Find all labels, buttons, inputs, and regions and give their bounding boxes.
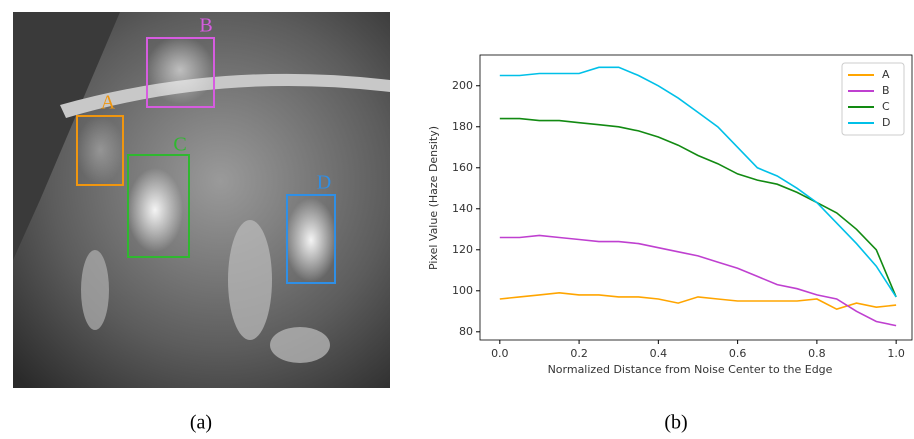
caption: (a) (190, 412, 212, 434)
box-layer: A B C D (76, 15, 336, 284)
bounding-box (76, 115, 124, 186)
y-axis-label: Pixel Value (Haze Density) (427, 126, 440, 270)
legend-label: B (882, 84, 890, 97)
x-tick-label: 0.8 (808, 347, 826, 360)
series-line (499, 117, 897, 298)
y-tick-label: 120 (452, 243, 473, 256)
bounding-box (286, 194, 336, 284)
series-line (499, 291, 897, 311)
legend-label: A (882, 68, 890, 81)
box-label: C (173, 134, 186, 156)
x-tick-label: 0.6 (729, 347, 747, 360)
legend-label: C (882, 100, 890, 113)
y-tick-label: 200 (452, 79, 473, 92)
box-label: D (317, 172, 331, 194)
x-tick-label: 1.0 (887, 347, 905, 360)
box-label: B (199, 15, 212, 37)
legend-label: D (882, 116, 890, 129)
series-line (499, 66, 897, 298)
y-tick-label: 140 (452, 202, 473, 215)
bounding-box (146, 37, 215, 108)
photo (13, 12, 390, 388)
x-tick-label: 0.4 (650, 347, 668, 360)
legend-box (841, 62, 905, 136)
series-line (499, 234, 897, 327)
y-tick-label: 180 (452, 120, 473, 133)
plot-frame (479, 54, 913, 341)
box-label: A (101, 92, 116, 114)
y-tick-label: 100 (452, 284, 473, 297)
x-tick-label: 0.2 (570, 347, 588, 360)
y-tick-label: 80 (459, 325, 473, 338)
y-tick-label: 160 (452, 161, 473, 174)
x-tick-label: 0.0 (491, 347, 509, 360)
bounding-box (127, 154, 190, 258)
x-axis-label: Normalized Distance from Noise Center to… (548, 363, 833, 376)
caption: (b) (664, 412, 687, 434)
